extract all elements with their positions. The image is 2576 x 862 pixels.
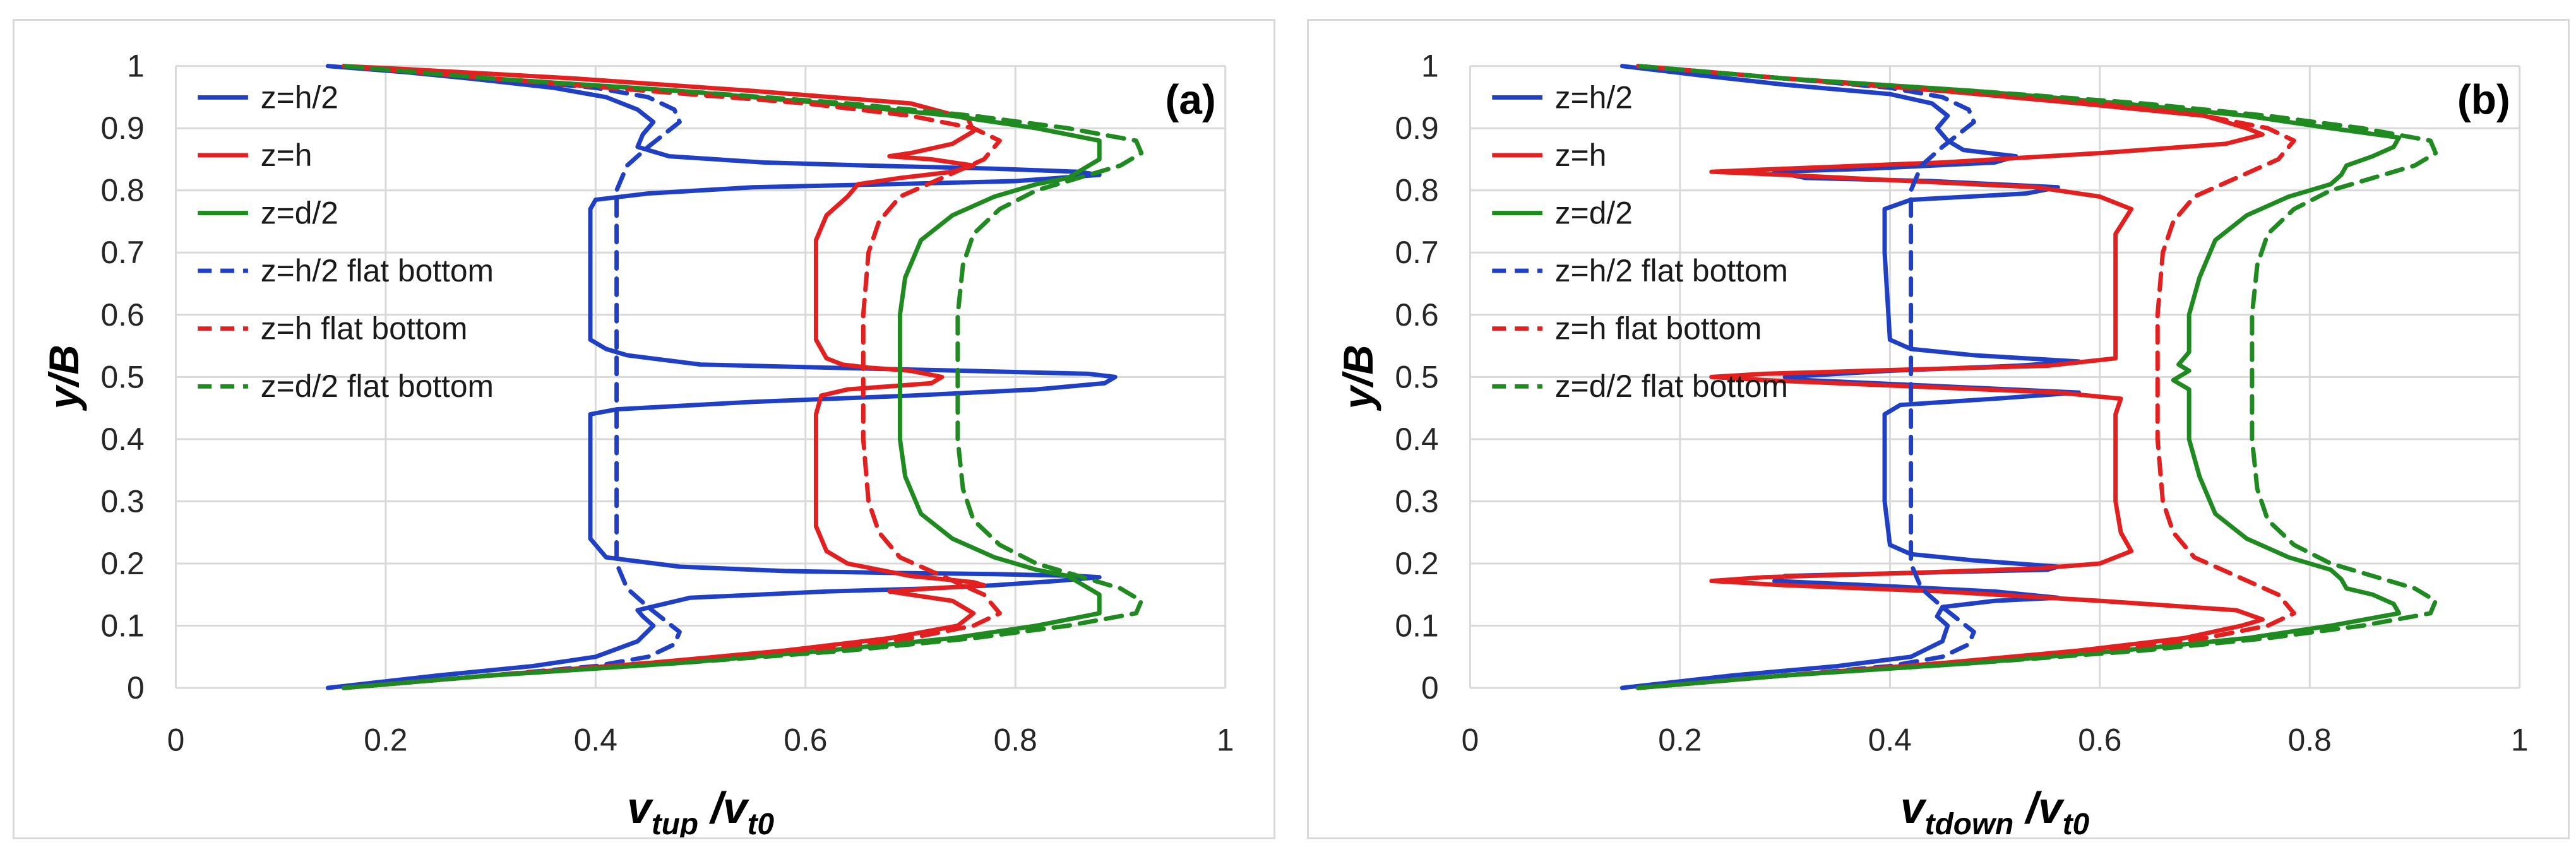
y-tick-label: 0.2 [100, 546, 144, 581]
panel-label: (b) [2457, 76, 2510, 122]
legend-label: z=h/2 [1555, 80, 1633, 115]
x-tick-label: 0.6 [784, 723, 827, 758]
legend-label: z=h/2 flat bottom [1555, 253, 1788, 288]
legend-label: z=h [1555, 138, 1607, 173]
x-tick-label: 0.8 [994, 723, 1037, 758]
x-tick-label: 0 [1462, 723, 1479, 758]
x-axis-title-subscript: tup [652, 808, 698, 837]
x-axis-title-part: v [723, 783, 749, 832]
y-tick-label: 0.9 [100, 110, 144, 146]
series-line [1635, 64, 2296, 690]
series-line [325, 64, 1118, 690]
panel-label: (a) [1166, 76, 1216, 122]
legend-label: z=h/2 flat bottom [261, 253, 494, 288]
y-axis-title: y/B [1335, 345, 1381, 411]
y-tick-label: 0.1 [100, 608, 144, 643]
x-axis-title-part: / [2013, 783, 2042, 832]
x-axis-title-part: v [627, 783, 653, 832]
series-line [341, 64, 682, 690]
x-tick-label: 1 [2511, 723, 2529, 758]
chart-a-svg: 0 0.2 0.4 0.6 0.8 1 0 0.1 0.2 0.3 0.4 0.5 0.6 0.7 0.8 0… [41, 49, 1234, 837]
y-tick-label: 0 [1421, 670, 1439, 706]
x-tick-label: 0.4 [1868, 723, 1912, 758]
y-tick-label: 1 [1421, 49, 1439, 84]
series-line [1635, 64, 1976, 690]
series-line [341, 64, 1002, 690]
y-tick-label: 0 [127, 670, 145, 706]
x-tick-label: 0.2 [1658, 723, 1702, 758]
y-tick-label: 0.8 [1395, 173, 1438, 208]
y-tick-label: 0.7 [1395, 235, 1438, 270]
series-line [1635, 64, 2265, 690]
chart-b-svg: 0 0.2 0.4 0.6 0.8 1 0 0.1 0.2 0.3 0.4 0.5 0.6 0.7 0.8 0… [1335, 49, 2529, 837]
y-tick-label: 0.5 [100, 359, 144, 394]
legend-label: z=h [261, 138, 313, 173]
y-axis-title: y/B [41, 345, 87, 411]
x-axis-title-subscript: t0 [2063, 808, 2090, 837]
series-line [1635, 64, 2402, 690]
legend-label: z=h flat bottom [261, 311, 468, 346]
x-tick-label: 0.2 [364, 723, 407, 758]
x-tick-label: 0.6 [2078, 723, 2121, 758]
legend-label: z=d/2 flat bottom [1555, 369, 1788, 404]
x-axis-title: vtdown /vt0 [1900, 783, 2090, 837]
y-tick-label: 0.7 [100, 235, 144, 270]
y-tick-label: 0.4 [100, 422, 144, 457]
y-tick-label: 0.8 [100, 173, 144, 208]
y-tick-label: 0.6 [100, 297, 144, 333]
x-axis-title-subscript: t0 [748, 808, 775, 837]
x-axis-title: vtup /vt0 [627, 783, 774, 837]
series-line [341, 64, 1144, 690]
legend-label: z=d/2 [1555, 196, 1633, 231]
chart-panel-b: 0 0.2 0.4 0.6 0.8 1 0 0.1 0.2 0.3 0.4 0.5 0.6 0.7 0.8 0… [1307, 19, 2570, 839]
y-tick-label: 0.9 [1395, 110, 1438, 146]
x-axis-title-subscript: tdown [1925, 808, 2014, 837]
x-axis-title-part: v [1900, 783, 1927, 832]
y-tick-label: 0.5 [1395, 359, 1438, 394]
y-tick-label: 0.1 [1395, 608, 1438, 643]
legend-label: z=d/2 flat bottom [261, 369, 494, 404]
chart-panel-a: 0 0.2 0.4 0.6 0.8 1 0 0.1 0.2 0.3 0.4 0.5 0.6 0.7 0.8 0… [13, 19, 1275, 839]
legend-label: z=h flat bottom [1555, 311, 1762, 346]
x-tick-label: 0.8 [2288, 723, 2332, 758]
y-tick-label: 0.2 [1395, 546, 1438, 581]
series-line [341, 64, 986, 690]
series-line [1635, 64, 2438, 690]
x-tick-label: 0 [167, 723, 185, 758]
x-axis-title-part: / [698, 783, 727, 832]
y-tick-label: 0.4 [1395, 422, 1438, 457]
x-tick-label: 1 [1217, 723, 1234, 758]
x-axis-title-part: v [2038, 783, 2065, 832]
y-tick-label: 0.3 [1395, 483, 1438, 519]
legend-label: z=h/2 [261, 80, 338, 115]
legend-label: z=d/2 [261, 196, 338, 231]
y-tick-label: 1 [127, 49, 145, 84]
y-tick-label: 0.6 [1395, 297, 1438, 333]
series-line [341, 64, 1102, 690]
y-tick-label: 0.3 [100, 483, 144, 519]
x-tick-label: 0.4 [574, 723, 617, 758]
